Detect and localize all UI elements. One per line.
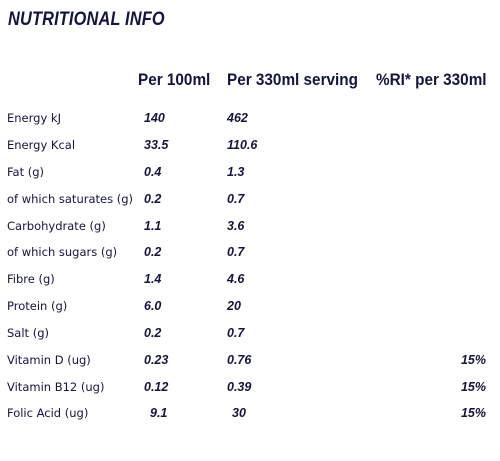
table-row: Folic Acid (ug) 9.1 30 15%	[0, 405, 500, 425]
value-ri: 15%	[460, 353, 486, 367]
nutrient-label: of which sugars (g)	[7, 245, 118, 259]
value-per-100ml: 1.1	[144, 219, 162, 233]
value-per-serving: 0.76	[227, 353, 252, 367]
table-row: Carbohydrate (g) 1.1 3.6	[0, 218, 500, 238]
value-ri: 15%	[460, 406, 486, 420]
table-row: Vitamin D (ug) 0.23 0.76 15%	[0, 352, 500, 372]
table-row: Salt (g) 0.2 0.7	[0, 325, 500, 345]
value-per-100ml: 9.1	[150, 406, 168, 420]
table-row: Vitamin B12 (ug) 0.12 0.39 15%	[0, 379, 500, 399]
nutrient-label: Carbohydrate (g)	[7, 219, 106, 233]
value-per-serving: 0.7	[227, 326, 245, 340]
value-per-serving: 0.7	[227, 245, 245, 259]
value-per-100ml: 0.12	[144, 380, 169, 394]
value-per-serving: 3.6	[227, 219, 245, 233]
column-header-per-100ml: Per 100ml	[138, 70, 211, 89]
nutrient-label: Energy kJ	[7, 111, 61, 125]
value-per-serving: 462	[227, 111, 248, 125]
nutrient-label: Vitamin D (ug)	[7, 353, 91, 367]
table-row: Protein (g) 6.0 20	[0, 298, 500, 318]
value-per-serving: 1.3	[227, 165, 245, 179]
nutrient-label: of which saturates (g)	[7, 192, 134, 206]
value-per-serving: 0.7	[227, 192, 245, 206]
nutrient-label: Fibre (g)	[7, 272, 55, 286]
value-per-100ml: 33.5	[144, 138, 169, 152]
value-per-100ml: 0.4	[144, 165, 162, 179]
table-row: Energy Kcal 33.5 110.6	[0, 137, 500, 157]
value-per-serving: 30	[232, 406, 246, 420]
value-per-100ml: 6.0	[144, 299, 162, 313]
nutrient-label: Energy Kcal	[7, 138, 76, 152]
value-per-100ml: 0.23	[144, 353, 169, 367]
value-per-serving: 0.39	[227, 380, 252, 394]
nutrient-label: Protein (g)	[7, 299, 68, 313]
nutrient-label: Salt (g)	[7, 326, 49, 340]
nutrient-label: Folic Acid (ug)	[7, 406, 89, 420]
value-per-serving: 20	[227, 299, 241, 313]
value-per-100ml: 0.2	[144, 326, 162, 340]
value-per-serving: 110.6	[227, 138, 258, 152]
column-header-ri: %RI* per 330ml	[376, 70, 487, 89]
table-row: Fibre (g) 1.4 4.6	[0, 271, 500, 291]
value-per-serving: 4.6	[227, 272, 245, 286]
value-per-100ml: 0.2	[144, 245, 162, 259]
table-row: Energy kJ 140 462	[0, 110, 500, 130]
column-header-per-serving: Per 330ml serving	[227, 70, 358, 89]
table-row: of which saturates (g) 0.2 0.7	[0, 191, 500, 211]
value-per-100ml: 0.2	[144, 192, 162, 206]
value-per-100ml: 1.4	[144, 272, 162, 286]
table-row: of which sugars (g) 0.2 0.7	[0, 244, 500, 264]
table-row: Fat (g) 0.4 1.3	[0, 164, 500, 184]
nutrient-label: Vitamin B12 (ug)	[7, 380, 105, 394]
value-ri: 15%	[460, 380, 486, 394]
page-title: NUTRITIONAL INFO	[8, 9, 165, 30]
nutrient-label: Fat (g)	[7, 165, 45, 179]
value-per-100ml: 140	[144, 111, 165, 125]
